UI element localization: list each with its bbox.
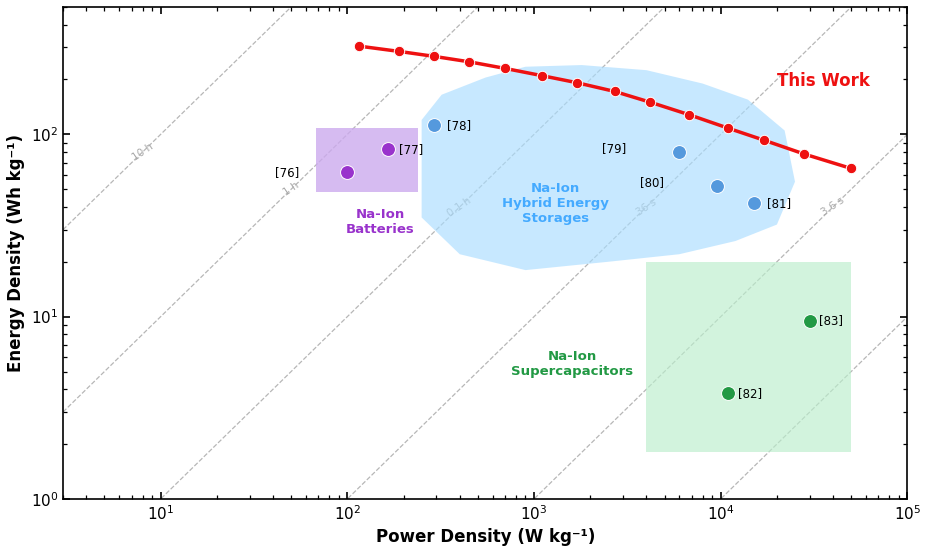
Text: Na-Ion
Batteries: Na-Ion Batteries [346, 208, 414, 236]
Text: [83]: [83] [819, 314, 842, 327]
Text: [82]: [82] [737, 387, 761, 400]
Text: This Work: This Work [776, 72, 869, 91]
Text: [78]: [78] [447, 119, 471, 132]
Polygon shape [646, 262, 850, 452]
X-axis label: Power Density (W kg⁻¹): Power Density (W kg⁻¹) [375, 528, 594, 546]
Text: 3.6 s: 3.6 s [819, 196, 845, 218]
Polygon shape [316, 128, 418, 192]
Text: 1 h: 1 h [281, 180, 300, 198]
Text: 0.1 h: 0.1 h [446, 195, 473, 218]
Polygon shape [421, 65, 794, 270]
Text: Na-Ion
Supercapacitors: Na-Ion Supercapacitors [511, 350, 632, 378]
Text: 36 s: 36 s [634, 197, 657, 217]
Text: [81]: [81] [767, 196, 791, 210]
Text: 10 h: 10 h [130, 142, 155, 163]
Y-axis label: Energy Density (Wh kg⁻¹): Energy Density (Wh kg⁻¹) [6, 134, 25, 372]
Text: [80]: [80] [639, 176, 663, 189]
Text: [77]: [77] [399, 143, 423, 155]
Text: Na-Ion
Hybrid Energy
Storages: Na-Ion Hybrid Energy Storages [502, 181, 608, 225]
Text: [76]: [76] [274, 166, 298, 179]
Text: [79]: [79] [602, 142, 626, 155]
